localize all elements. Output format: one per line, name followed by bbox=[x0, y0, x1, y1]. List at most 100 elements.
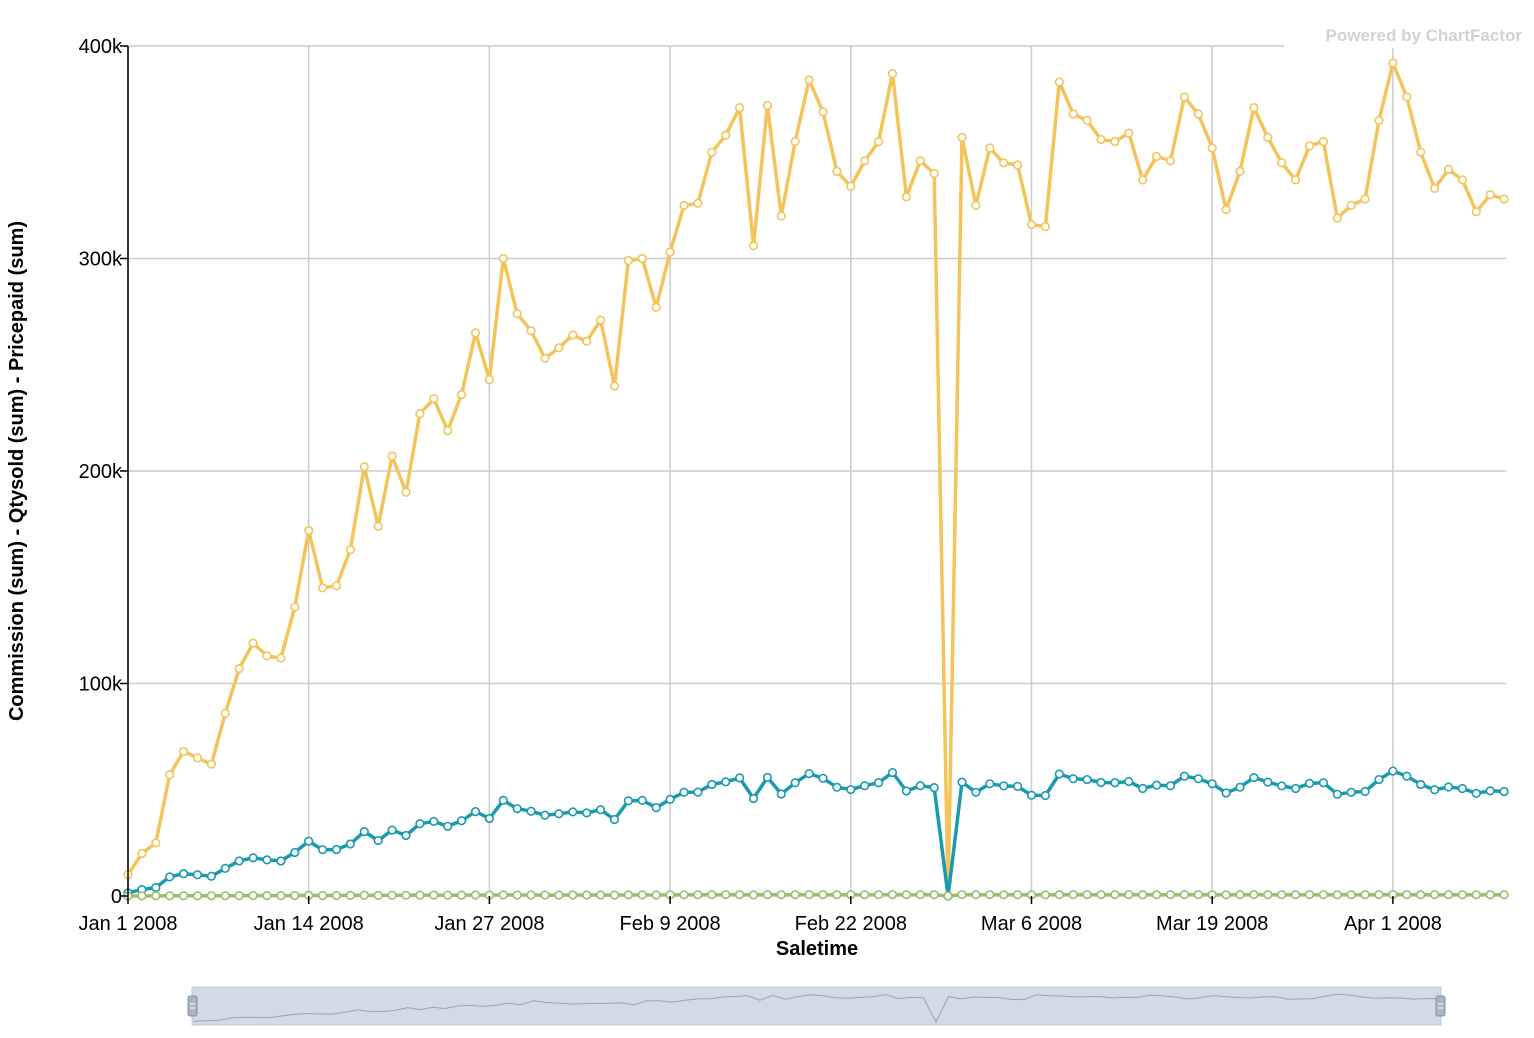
data-point-pricepaid[interactable] bbox=[1040, 222, 1050, 232]
data-point-qtysold[interactable] bbox=[318, 890, 328, 901]
data-point-pricepaid[interactable] bbox=[1416, 147, 1426, 157]
data-point-pricepaid[interactable] bbox=[1068, 109, 1078, 119]
data-point-commission[interactable] bbox=[1290, 783, 1301, 794]
data-point-commission[interactable] bbox=[1124, 776, 1134, 787]
data-point-pricepaid[interactable] bbox=[276, 653, 286, 663]
data-point-qtysold[interactable] bbox=[206, 891, 216, 901]
brush-handle-left[interactable] bbox=[187, 995, 198, 1017]
data-point-pricepaid[interactable] bbox=[220, 708, 230, 718]
data-point-commission[interactable] bbox=[1012, 781, 1023, 791]
brush-background[interactable] bbox=[191, 986, 1442, 1026]
data-point-qtysold[interactable] bbox=[1068, 890, 1078, 900]
data-point-commission[interactable] bbox=[318, 845, 328, 855]
data-point-pricepaid[interactable] bbox=[1138, 175, 1148, 185]
data-point-qtysold[interactable] bbox=[1193, 890, 1203, 900]
data-point-commission[interactable] bbox=[748, 793, 759, 804]
data-point-qtysold[interactable] bbox=[1040, 890, 1050, 900]
data-point-qtysold[interactable] bbox=[1096, 890, 1106, 900]
data-point-qtysold[interactable] bbox=[887, 889, 898, 900]
data-point-qtysold[interactable] bbox=[999, 890, 1009, 900]
data-point-pricepaid[interactable] bbox=[429, 394, 439, 404]
data-point-pricepaid[interactable] bbox=[582, 336, 592, 346]
data-point-commission[interactable] bbox=[985, 779, 995, 789]
data-point-qtysold[interactable] bbox=[1485, 890, 1495, 900]
data-point-commission[interactable] bbox=[762, 772, 773, 783]
data-point-commission[interactable] bbox=[443, 821, 453, 831]
data-point-qtysold[interactable] bbox=[734, 890, 745, 900]
data-point-qtysold[interactable] bbox=[1416, 890, 1426, 900]
data-point-qtysold[interactable] bbox=[373, 890, 383, 900]
data-point-qtysold[interactable] bbox=[721, 890, 731, 900]
data-point-pricepaid[interactable] bbox=[1332, 213, 1342, 223]
data-point-qtysold[interactable] bbox=[1082, 890, 1092, 900]
data-point-pricepaid[interactable] bbox=[846, 181, 856, 191]
data-point-commission[interactable] bbox=[1318, 778, 1328, 788]
data-point-qtysold[interactable] bbox=[860, 890, 870, 900]
data-point-pricepaid[interactable] bbox=[262, 651, 272, 661]
data-point-pricepaid[interactable] bbox=[1374, 115, 1384, 125]
data-point-pricepaid[interactable] bbox=[929, 168, 939, 179]
data-point-pricepaid[interactable] bbox=[331, 581, 342, 591]
data-point-commission[interactable] bbox=[1388, 766, 1398, 776]
data-point-qtysold[interactable] bbox=[415, 890, 425, 900]
data-point-pricepaid[interactable] bbox=[1193, 109, 1203, 119]
data-point-pricepaid[interactable] bbox=[1221, 205, 1231, 215]
data-point-qtysold[interactable] bbox=[526, 890, 536, 900]
data-point-commission[interactable] bbox=[901, 786, 912, 796]
brush-handle-right[interactable] bbox=[1435, 995, 1446, 1017]
data-point-qtysold[interactable] bbox=[248, 890, 258, 901]
data-point-commission[interactable] bbox=[1346, 787, 1356, 797]
data-point-qtysold[interactable] bbox=[220, 891, 230, 901]
data-point-qtysold[interactable] bbox=[359, 890, 369, 900]
data-point-commission[interactable] bbox=[1360, 786, 1370, 797]
data-point-pricepaid[interactable] bbox=[1124, 128, 1134, 138]
data-point-qtysold[interactable] bbox=[276, 890, 286, 901]
data-point-commission[interactable] bbox=[1179, 771, 1189, 781]
data-point-pricepaid[interactable] bbox=[1457, 175, 1467, 185]
data-point-commission[interactable] bbox=[1110, 778, 1120, 788]
data-point-qtysold[interactable] bbox=[1263, 890, 1273, 900]
data-point-commission[interactable] bbox=[1277, 781, 1287, 791]
data-point-commission[interactable] bbox=[665, 794, 675, 804]
data-point-qtysold[interactable] bbox=[832, 890, 842, 900]
data-point-pricepaid[interactable] bbox=[1249, 103, 1259, 113]
data-point-commission[interactable] bbox=[401, 830, 411, 841]
data-point-pricepaid[interactable] bbox=[137, 848, 147, 859]
data-point-pricepaid[interactable] bbox=[1443, 164, 1454, 174]
data-point-qtysold[interactable] bbox=[192, 891, 203, 901]
data-point-qtysold[interactable] bbox=[540, 890, 550, 900]
data-point-commission[interactable] bbox=[999, 781, 1009, 791]
data-point-commission[interactable] bbox=[1068, 774, 1078, 784]
data-point-qtysold[interactable] bbox=[387, 890, 397, 900]
data-point-commission[interactable] bbox=[818, 773, 828, 783]
data-point-commission[interactable] bbox=[554, 809, 564, 819]
data-point-qtysold[interactable] bbox=[1110, 890, 1120, 900]
data-point-commission[interactable] bbox=[526, 806, 536, 816]
data-point-qtysold[interactable] bbox=[1221, 890, 1231, 900]
data-point-pricepaid[interactable] bbox=[637, 253, 647, 264]
data-point-qtysold[interactable] bbox=[915, 890, 925, 900]
data-point-pricepaid[interactable] bbox=[665, 247, 675, 257]
data-point-commission[interactable] bbox=[179, 869, 189, 879]
data-point-commission[interactable] bbox=[957, 777, 967, 787]
data-point-commission[interactable] bbox=[776, 789, 786, 799]
data-point-pricepaid[interactable] bbox=[443, 426, 453, 436]
data-point-qtysold[interactable] bbox=[443, 890, 453, 900]
data-point-pricepaid[interactable] bbox=[373, 521, 383, 531]
data-point-qtysold[interactable] bbox=[568, 890, 578, 900]
data-point-qtysold[interactable] bbox=[151, 891, 161, 901]
data-point-commission[interactable] bbox=[873, 778, 884, 788]
data-point-qtysold[interactable] bbox=[165, 891, 175, 901]
data-point-pricepaid[interactable] bbox=[915, 156, 925, 166]
data-point-pricepaid[interactable] bbox=[1304, 141, 1315, 151]
data-point-pricepaid[interactable] bbox=[818, 107, 828, 117]
data-point-commission[interactable] bbox=[151, 882, 161, 893]
data-point-qtysold[interactable] bbox=[804, 889, 814, 900]
data-point-qtysold[interactable] bbox=[693, 890, 703, 900]
data-point-commission[interactable] bbox=[1457, 783, 1467, 794]
data-point-pricepaid[interactable] bbox=[526, 326, 536, 336]
data-point-pricepaid[interactable] bbox=[1012, 160, 1023, 170]
data-point-commission[interactable] bbox=[846, 784, 856, 795]
data-point-commission[interactable] bbox=[1374, 774, 1384, 785]
